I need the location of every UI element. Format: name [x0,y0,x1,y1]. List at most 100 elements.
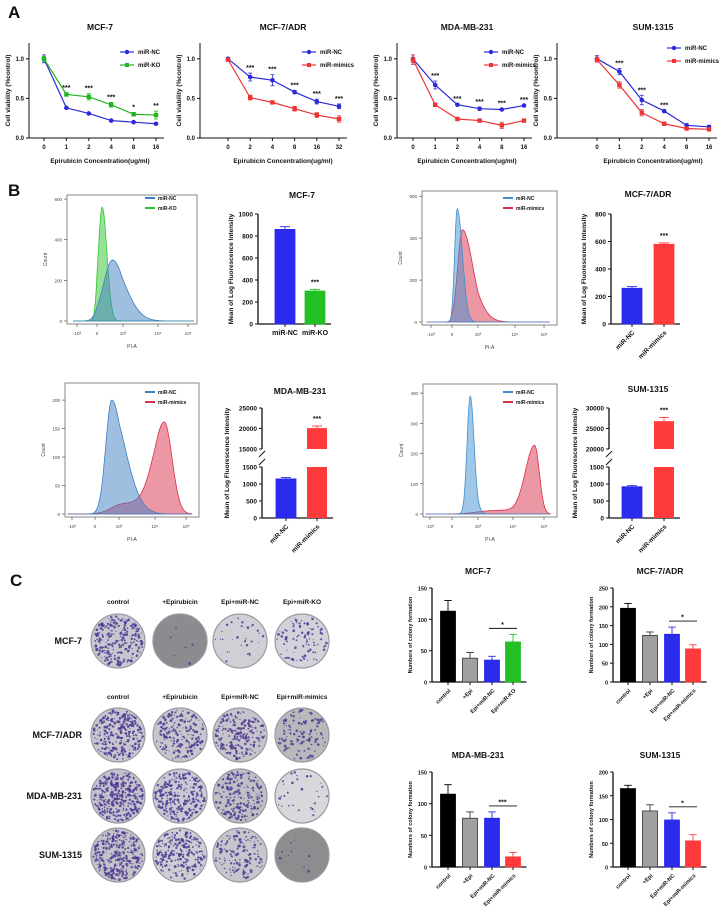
colony [230,871,232,873]
colony [133,841,135,843]
colony [179,849,183,852]
x-axis-label: PI-A [485,345,495,351]
colony [159,745,162,748]
colony [236,737,238,739]
colony [112,743,114,746]
colony [98,787,101,790]
colony [115,622,118,625]
colony [316,743,320,746]
colony [249,729,253,733]
colony [108,653,110,655]
colony [181,808,184,810]
panel-label: A [8,3,20,22]
colony [167,791,170,794]
colony [114,721,117,724]
significance-mark: *** [615,60,623,67]
colony [175,813,177,816]
colony [232,780,236,784]
colony [112,725,115,728]
colony [251,815,253,817]
plate-dish [212,827,268,883]
colony [233,776,235,778]
y-axis-label: Numbers of colony formation [408,781,414,858]
colony [247,727,250,730]
colony [218,737,221,741]
colony [156,861,160,865]
colony [246,748,249,751]
bar [440,793,456,868]
colony [198,719,200,721]
colony [176,754,180,758]
colony [253,803,256,805]
bar [307,467,327,518]
colony [283,732,286,735]
colony [246,751,248,754]
colony [103,659,107,662]
colony [242,869,245,871]
colony [228,781,232,785]
colony [158,790,161,793]
colony [123,719,126,723]
colony [130,833,132,835]
colony [321,785,324,788]
colony [125,710,128,713]
data-point [131,112,136,117]
colony [129,720,131,723]
colony [122,807,125,810]
colony [220,743,224,746]
colony [256,795,259,798]
colony [318,720,321,723]
colony [103,866,106,869]
colony [109,778,111,780]
colony [115,846,118,848]
colony [179,786,183,789]
colony [251,731,255,735]
colony [180,783,183,786]
colony [122,876,125,879]
colony [108,636,110,638]
colony [107,650,110,653]
colony [95,628,98,630]
colony [154,795,157,797]
x-tick-label: 16 [706,145,713,151]
colony [190,786,192,788]
x-tick-label: 10³ [116,524,123,529]
colony [168,836,171,839]
colony [111,775,114,778]
colony [119,725,122,729]
column-header: control [107,694,129,701]
colony [283,643,286,645]
colony [121,633,124,635]
colony [121,864,125,868]
data-point [336,104,342,109]
colony [164,791,167,794]
colony [139,866,141,868]
colony [294,619,298,622]
column-header: Epi+miR-KO [283,599,321,606]
colony [114,712,116,714]
colony [182,856,185,859]
bar [275,478,297,519]
colony [162,793,165,797]
colony [247,772,251,775]
colony [308,757,310,759]
colony [94,848,97,852]
colony [220,840,223,843]
colony [115,733,118,736]
y-tick-label: 150 [418,771,427,777]
chart-title: MCF-7/ADR [625,189,672,199]
colony [133,624,137,628]
colony [246,803,249,806]
colony [105,843,107,846]
colony [118,879,120,881]
y-tick-label: 25000 [239,406,257,413]
colony [125,735,128,737]
colony [98,869,101,872]
colony [302,740,305,743]
colony [112,721,115,723]
colony [200,850,203,853]
colony [232,787,234,789]
colony [172,758,174,760]
colony [132,794,135,797]
